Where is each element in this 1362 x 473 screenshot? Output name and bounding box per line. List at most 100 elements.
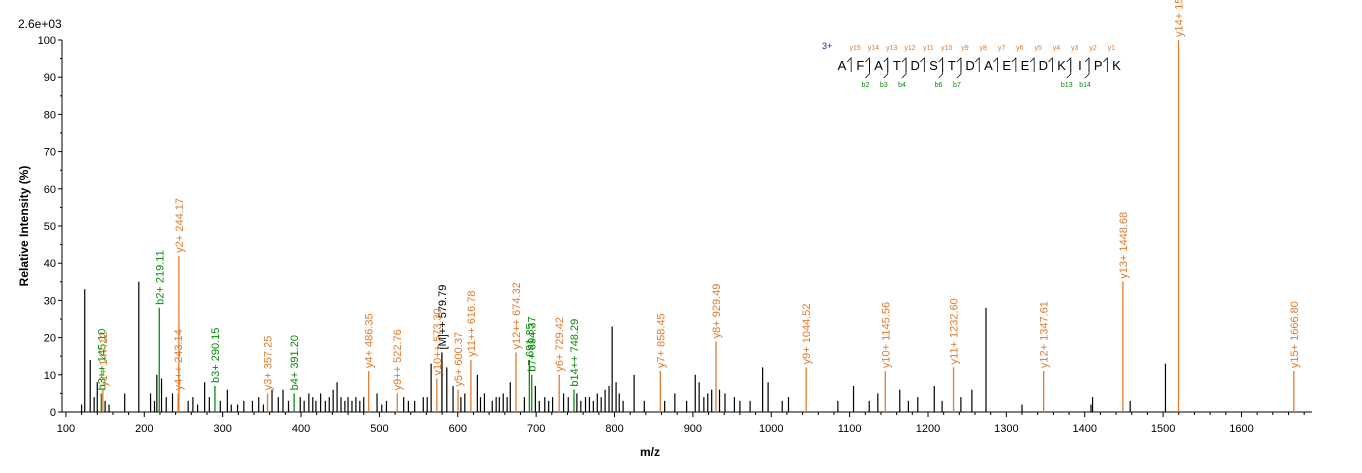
sequence-residue: D xyxy=(911,58,920,73)
x-tick-label: 1000 xyxy=(759,423,783,435)
y-fragment-marker xyxy=(974,57,980,72)
sequence-residue: P xyxy=(1094,58,1103,73)
b-ion-marker-label: b14 xyxy=(1079,82,1091,89)
x-tick-label: 900 xyxy=(684,423,702,435)
x-tick-label: 1300 xyxy=(994,423,1018,435)
sequence-residue: E xyxy=(1021,58,1030,73)
peak-label: y1+ 147.12 xyxy=(98,332,110,387)
b-ion-marker-label: b13 xyxy=(1061,82,1073,89)
y-ion-marker-label: y12 xyxy=(904,45,915,52)
sequence-residue: T xyxy=(948,58,956,73)
sequence-residue: A xyxy=(838,58,847,73)
x-tick-label: 1500 xyxy=(1151,423,1175,435)
y-fragment-marker xyxy=(901,57,907,72)
b-fragment-marker xyxy=(865,60,870,79)
peak-label: y10+ 1145.56 xyxy=(880,302,892,368)
peaks-layer xyxy=(80,40,1295,412)
x-tick-label: 1400 xyxy=(1072,423,1096,435)
x-tick-label: 100 xyxy=(57,423,75,435)
y-tick-label: 20 xyxy=(44,333,56,345)
y-ion-marker-label: y3 xyxy=(1071,45,1079,52)
y-tick-label: 90 xyxy=(44,72,56,84)
x-tick-label: 1600 xyxy=(1229,423,1253,435)
peak-label: b4+ 391.20 xyxy=(289,335,301,390)
y-tick-label: 10 xyxy=(44,370,56,382)
y-fragment-marker xyxy=(865,57,870,72)
y-ion-marker-label: y4 xyxy=(1053,45,1061,52)
y-tick-label: 100 xyxy=(38,35,56,47)
b-fragment-marker xyxy=(956,60,962,79)
y-fragment-marker xyxy=(1066,57,1072,72)
peak-label: y15+ 1666.80 xyxy=(1289,301,1301,368)
peak-label: y5+ 600.37 xyxy=(453,332,465,387)
b-fragment-marker xyxy=(938,60,944,79)
y-ion-marker-label: y1 xyxy=(1108,45,1116,52)
y-fragment-marker xyxy=(956,57,962,72)
y-ion-marker-label: y2 xyxy=(1089,45,1097,52)
b-ion-marker-label: b3 xyxy=(880,82,888,89)
y-tick-label: 80 xyxy=(44,109,56,121)
y-ion-marker-label: y14 xyxy=(868,45,879,52)
sequence-residue: F xyxy=(856,58,864,73)
y-fragment-marker xyxy=(846,57,852,72)
sequence-residue: D xyxy=(965,58,974,73)
x-tick-label: 400 xyxy=(292,423,310,435)
sequence-residue: K xyxy=(1112,58,1121,73)
y-ion-marker-label: y5 xyxy=(1034,45,1042,52)
sequence-residue: E xyxy=(1002,58,1011,73)
b-fragment-marker xyxy=(883,60,889,79)
y-tick-label: 30 xyxy=(44,295,56,307)
y-fragment-marker xyxy=(920,57,925,72)
x-axis: 100 200 300 400 500 600 700 800 900 1000 1100 1200 1… xyxy=(57,411,1312,435)
intensity-scale-label: 2.6e+03 xyxy=(18,17,62,31)
y-fragment-marker xyxy=(993,57,998,72)
charge-state-label: 3+ xyxy=(822,41,832,51)
y-ion-marker-label: y10 xyxy=(941,45,952,52)
x-tick-label: 600 xyxy=(449,423,467,435)
y-ion-marker-label: y15 xyxy=(850,45,861,52)
peak-label: y12+ 1347.61 xyxy=(1039,301,1051,368)
sequence-residue: I xyxy=(1078,58,1082,73)
sequence-residue: A xyxy=(874,58,883,73)
y-fragment-marker xyxy=(1103,57,1108,72)
peak-label: y11+ 1232.60 xyxy=(949,298,961,364)
x-tick-label: 800 xyxy=(605,423,623,435)
b-ion-marker-label: b4 xyxy=(898,82,906,89)
y-ion-marker-label: y9 xyxy=(961,45,969,52)
y-ion-marker-label: y7 xyxy=(998,45,1006,52)
y-fragment-marker xyxy=(938,57,944,72)
sequence-residue: K xyxy=(1057,58,1066,73)
y-fragment-marker xyxy=(1084,57,1090,72)
y-axis-title: Relative Intensity (%) xyxy=(17,166,31,287)
peak-label: y9++ 522.76 xyxy=(392,329,404,390)
b-fragment-marker xyxy=(1084,60,1090,79)
x-tick-label: 500 xyxy=(370,423,388,435)
peak-label: y2+ 244.17 xyxy=(174,198,186,253)
y-ion-marker-label: y8 xyxy=(980,45,988,52)
y-tick-label: 60 xyxy=(44,184,56,196)
y-ion-marker-label: y11 xyxy=(923,45,934,52)
peak-label: y4++ 243.14 xyxy=(173,329,185,390)
peak-label: y12++ 674.32 xyxy=(511,282,523,349)
peak-label: b7+ 694.37 xyxy=(527,316,539,371)
x-tick-label: 700 xyxy=(527,423,545,435)
y-ion-marker-label: y6 xyxy=(1016,45,1024,52)
y-ion-marker-label: y13 xyxy=(886,45,897,52)
b-ion-marker-label: b7 xyxy=(953,82,961,89)
peak-label: y7+ 858.45 xyxy=(655,313,667,368)
sequence-residue: A xyxy=(984,58,993,73)
peak-label: y4+ 486.35 xyxy=(364,313,376,368)
x-axis-title: m/z xyxy=(640,445,660,459)
peak-label: y3+ 357.25 xyxy=(263,336,275,391)
x-tick-label: 1100 xyxy=(838,423,862,435)
peak-label: y11++ 616.78 xyxy=(466,290,478,356)
sequence-residue: S xyxy=(929,58,938,73)
x-tick-label: 300 xyxy=(213,423,231,435)
peak-label: b2+ 219.11 xyxy=(154,250,166,305)
y-tick-label: 40 xyxy=(44,258,56,270)
y-fragment-marker xyxy=(1048,57,1053,72)
y-axis: 0 10 20 30 40 50 60 70 80 90 100 xyxy=(38,35,63,419)
